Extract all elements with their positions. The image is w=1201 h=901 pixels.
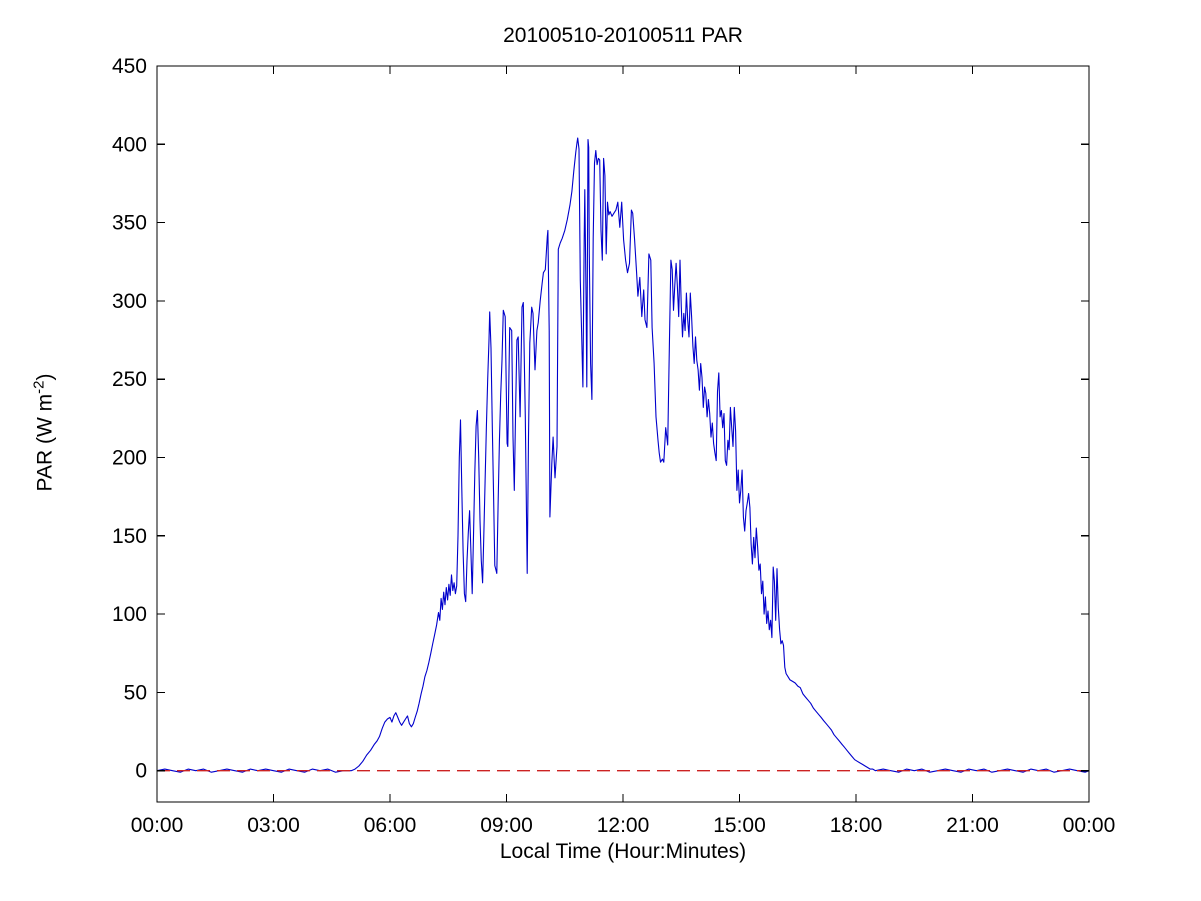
y-tick-label: 200 — [112, 446, 147, 469]
plot-border — [156, 65, 1090, 803]
y-tick-label: 100 — [112, 603, 147, 626]
y-tick-label: 450 — [112, 55, 147, 78]
x-axis-label: Local Time (Hour:Minutes) — [499, 840, 747, 863]
x-tick-label: 15:00 — [713, 814, 766, 837]
y-tick-label: 350 — [112, 212, 147, 235]
y-tick-label: 400 — [112, 133, 147, 156]
y-axis-label-text: PAR (W m — [33, 393, 57, 492]
y-tick-label: 300 — [112, 290, 147, 313]
y-axis-label-close: ) — [33, 373, 57, 381]
x-tick-label: 03:00 — [247, 814, 300, 837]
y-tick-label: 50 — [124, 681, 147, 704]
x-tick-label: 18:00 — [830, 814, 883, 837]
y-tick-label: 250 — [112, 368, 147, 391]
x-tick-label: 09:00 — [480, 814, 533, 837]
par-line — [156, 137, 1090, 773]
y-tick-label: 150 — [112, 525, 147, 548]
plot-title: 20100510-20100511 PAR — [503, 24, 743, 47]
x-tick-label: 00:00 — [131, 814, 184, 837]
x-tick-label: 21:00 — [946, 814, 999, 837]
x-tick-label: 00:00 — [1063, 814, 1116, 837]
y-tick-label: 0 — [135, 760, 147, 783]
x-tick-label: 12:00 — [597, 814, 650, 837]
y-axis-label-exponent: -2 — [30, 380, 48, 394]
y-axis-label: PAR (W m-2) — [31, 65, 58, 801]
x-tick-label: 06:00 — [364, 814, 417, 837]
